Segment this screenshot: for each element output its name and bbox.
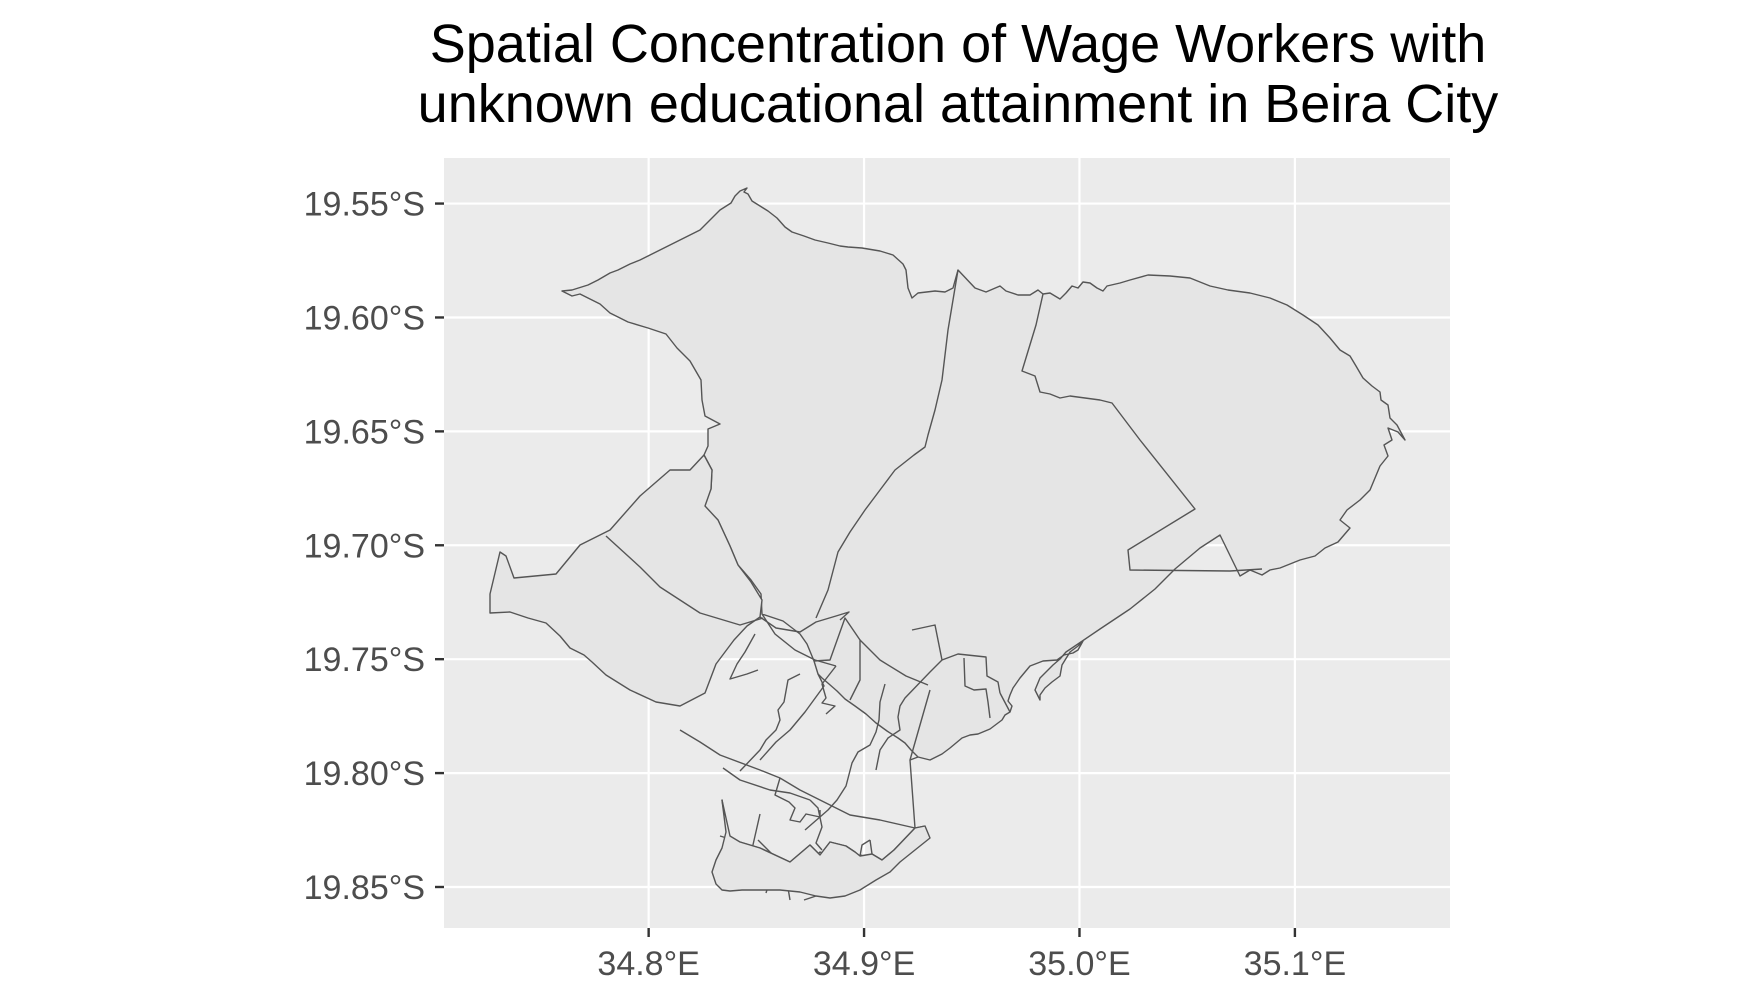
boundary-9 (739, 673, 801, 772)
boundary-33 (999, 692, 1011, 713)
boundary-17 (679, 729, 916, 829)
boundary-19 (774, 777, 821, 823)
boundary-1 (815, 269, 959, 619)
x-tick-label: 35.1°E (1244, 945, 1346, 983)
y-axis: 19.55°S 19.60°S 19.65°S 19.70°S 19.75°S 19.80… (304, 186, 444, 907)
western-district (489, 454, 763, 707)
y-tick-label: 19.75°S (304, 641, 425, 679)
boundary-10 (804, 683, 886, 831)
boundary-5 (729, 633, 759, 680)
y-tick-label: 19.65°S (304, 413, 425, 451)
boundary-12 (941, 653, 1001, 694)
boundary-4 (761, 613, 837, 667)
boundary-8 (821, 665, 837, 715)
city-boundaries (489, 187, 1406, 901)
boundary-15 (963, 657, 991, 719)
boundary-20 (809, 799, 823, 851)
map-title-line-2: unknown educational attainment in Beira … (418, 74, 1499, 134)
city-outline (561, 187, 1406, 761)
boundary-18 (722, 767, 811, 801)
y-tick-label: 19.70°S (304, 527, 425, 565)
y-tick-label: 19.85°S (304, 869, 425, 907)
south-district (711, 799, 931, 899)
boundary-16 (759, 673, 825, 761)
map-title-line-1: Spatial Concentration of Wage Workers wi… (430, 14, 1486, 74)
x-tick-label: 34.9°E (813, 945, 915, 983)
boundary-13 (859, 639, 929, 686)
x-tick-label: 34.8°E (597, 945, 699, 983)
boundary-11 (875, 624, 943, 771)
y-tick-label: 19.60°S (304, 299, 425, 337)
y-tick-label: 19.80°S (304, 755, 425, 793)
y-tick-label: 19.55°S (304, 186, 425, 224)
x-axis: 34.8°E 34.9°E 35.0°E 35.1°E (597, 928, 1346, 983)
boundary-7 (759, 611, 850, 633)
boundary-2 (1021, 293, 1263, 572)
x-tick-label: 35.0°E (1028, 945, 1130, 983)
boundary-3 (605, 535, 764, 626)
boundary-6 (813, 617, 861, 701)
